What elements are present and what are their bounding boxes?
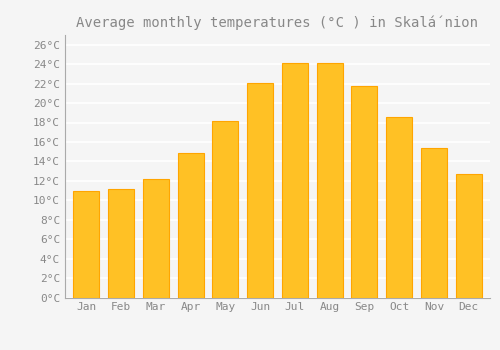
Bar [73, 190, 100, 298]
Bar [108, 189, 134, 298]
Bar [456, 174, 482, 298]
Bar [282, 63, 308, 298]
Bar [178, 153, 204, 298]
Bar [142, 179, 169, 298]
Title: Average monthly temperatures (°C ) in Skalá́nion: Average monthly temperatures (°C ) in Sk… [76, 15, 478, 30]
Bar [352, 85, 378, 298]
Bar [212, 120, 238, 298]
Bar [421, 148, 447, 298]
Bar [386, 117, 412, 298]
Bar [316, 63, 342, 298]
Bar [247, 83, 273, 298]
